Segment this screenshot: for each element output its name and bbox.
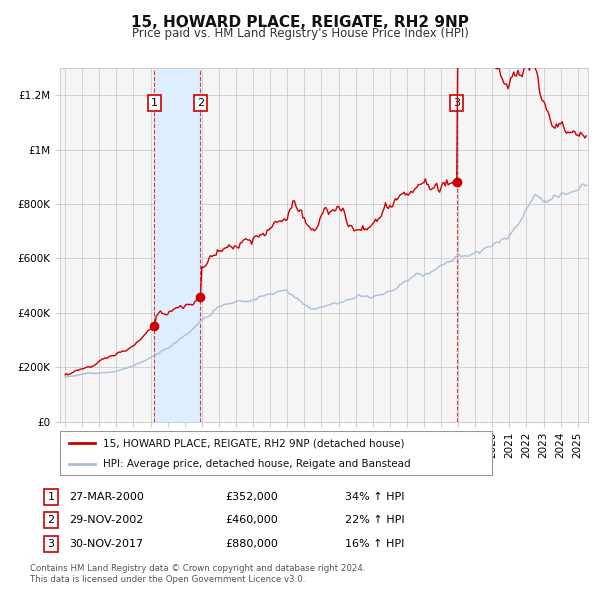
- Text: 3: 3: [47, 539, 55, 549]
- Text: Contains HM Land Registry data © Crown copyright and database right 2024.: Contains HM Land Registry data © Crown c…: [30, 565, 365, 573]
- Text: 29-NOV-2002: 29-NOV-2002: [69, 516, 143, 525]
- Text: £352,000: £352,000: [225, 492, 278, 502]
- Text: This data is licensed under the Open Government Licence v3.0.: This data is licensed under the Open Gov…: [30, 575, 305, 584]
- Text: 15, HOWARD PLACE, REIGATE, RH2 9NP: 15, HOWARD PLACE, REIGATE, RH2 9NP: [131, 15, 469, 30]
- Text: 34% ↑ HPI: 34% ↑ HPI: [345, 492, 404, 502]
- Text: HPI: Average price, detached house, Reigate and Banstead: HPI: Average price, detached house, Reig…: [103, 459, 411, 469]
- Text: £880,000: £880,000: [225, 539, 278, 549]
- Text: 16% ↑ HPI: 16% ↑ HPI: [345, 539, 404, 549]
- Text: 2: 2: [47, 516, 55, 525]
- Text: 3: 3: [453, 99, 460, 108]
- Text: £460,000: £460,000: [225, 516, 278, 525]
- Bar: [154, 68, 200, 422]
- Text: 1: 1: [151, 99, 158, 108]
- Text: 30-NOV-2017: 30-NOV-2017: [69, 539, 143, 549]
- Text: 27-MAR-2000: 27-MAR-2000: [69, 492, 144, 502]
- Text: Price paid vs. HM Land Registry's House Price Index (HPI): Price paid vs. HM Land Registry's House …: [131, 27, 469, 40]
- Text: 22% ↑ HPI: 22% ↑ HPI: [345, 516, 404, 525]
- Text: 15, HOWARD PLACE, REIGATE, RH2 9NP (detached house): 15, HOWARD PLACE, REIGATE, RH2 9NP (deta…: [103, 438, 404, 448]
- Text: 2: 2: [197, 99, 204, 108]
- Text: 1: 1: [47, 492, 55, 502]
